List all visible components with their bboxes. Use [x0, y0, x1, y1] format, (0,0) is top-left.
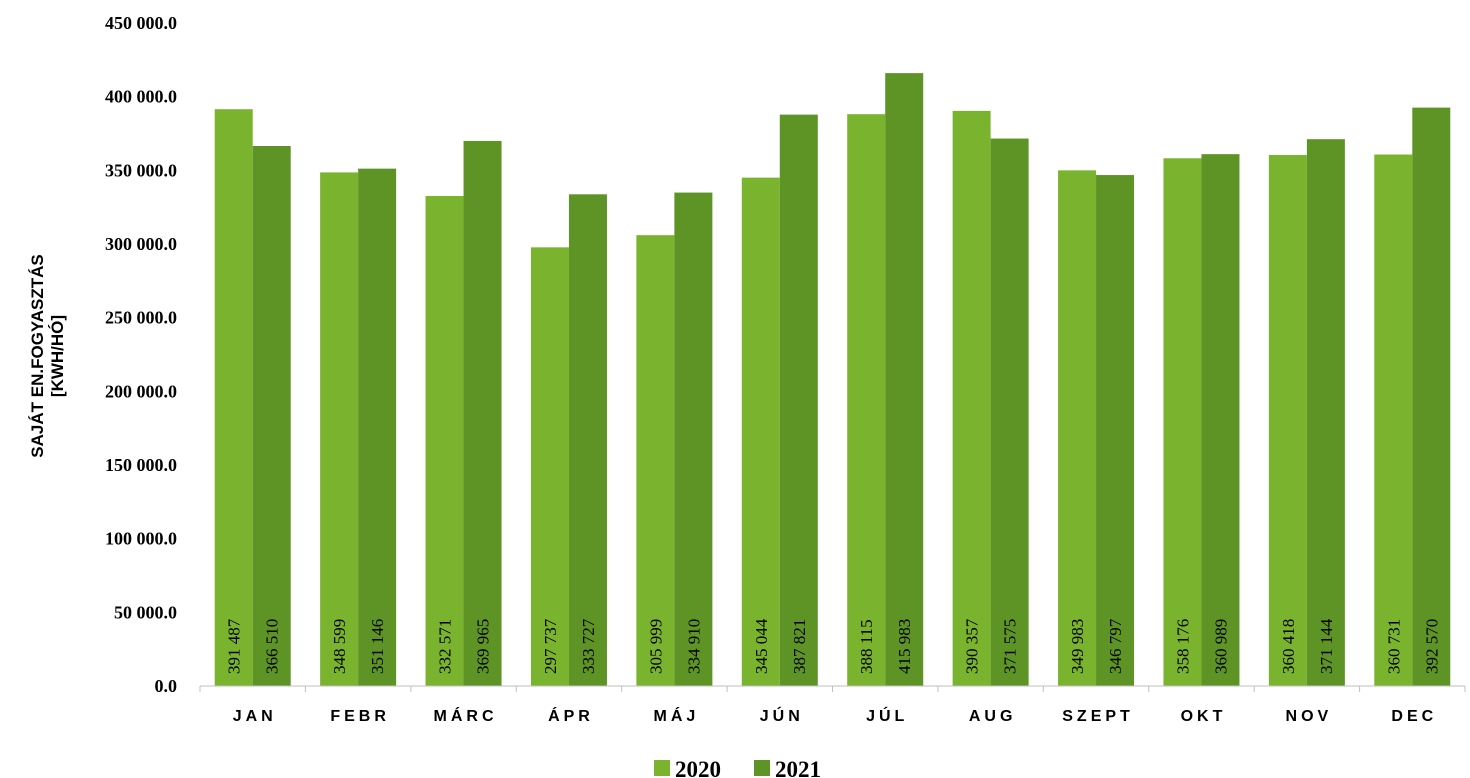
- bar-2020-febr: [320, 172, 359, 687]
- y-tick-label: 0.0: [155, 676, 178, 696]
- bar-2020-márc: [425, 196, 464, 686]
- bar-2020-máj: [636, 235, 675, 686]
- data-label-2021-dec: 392 570: [1422, 619, 1441, 674]
- data-label-2021-máj: 334 910: [684, 619, 703, 674]
- y-tick-label: 300 000.0: [105, 234, 177, 254]
- data-label-2020-dec: 360 731: [1384, 619, 1403, 674]
- x-tick-label: ÁPR: [548, 706, 594, 725]
- data-label-2021-jan: 366 510: [263, 619, 282, 674]
- bar-2021-jún: [779, 114, 818, 686]
- legend-swatch-2020: [654, 760, 670, 776]
- bar-2021-dec: [1412, 107, 1451, 687]
- legend-label-2020: 2020: [675, 757, 721, 778]
- y-axis-ticks: 0.0 50 000.0 100 000.0 150 000.0 200 000.0 25…: [105, 13, 177, 696]
- bar-2021-szept: [1096, 175, 1135, 686]
- bar-2021-ápr: [568, 194, 607, 686]
- x-axis: JAN FEBR MÁRC ÁPR MÁJ JÚN JÚL AUG SZEPT OKT NOV DEC: [199, 685, 1466, 725]
- y-axis-title-line-1: SAJÁT EN.FOGYASZTÁS: [28, 254, 47, 457]
- bar-2021-febr: [358, 168, 397, 686]
- y-tick-label: 200 000.0: [105, 381, 177, 401]
- bar-2020-okt: [1163, 158, 1202, 686]
- bar-2021-okt: [1201, 154, 1240, 686]
- bar-2021-márc: [463, 140, 502, 687]
- data-label-2020-okt: 358 176: [1173, 619, 1192, 674]
- x-tick-label: FEBR: [330, 708, 390, 725]
- bar-2020-szept: [1058, 170, 1097, 686]
- legend-label-2021: 2021: [775, 757, 821, 778]
- x-tick-label: OKT: [1181, 708, 1227, 725]
- data-label-2020-szept: 349 983: [1068, 619, 1087, 674]
- data-label-2020-nov: 360 418: [1279, 619, 1298, 674]
- data-label-2021-febr: 351 146: [368, 619, 387, 674]
- x-tick-label: SZEPT: [1062, 708, 1134, 725]
- x-tick-label: DEC: [1391, 708, 1437, 725]
- x-tick-label: JAN: [233, 708, 277, 725]
- x-tick-label: JÚL: [866, 706, 908, 725]
- data-label-2020-jún: 345 044: [752, 618, 771, 674]
- bar-2020-júl: [847, 114, 886, 686]
- y-tick-label: 250 000.0: [105, 308, 177, 328]
- bar-2021-nov: [1306, 139, 1345, 687]
- x-tick-label: AUG: [969, 708, 1017, 725]
- legend: 2020 2021: [654, 757, 821, 778]
- data-label-2021-márc: 369 965: [474, 619, 493, 674]
- data-label-2020-máj: 305 999: [646, 619, 665, 674]
- data-label-2021-ápr: 333 727: [579, 618, 598, 674]
- y-tick-label: 150 000.0: [105, 455, 177, 475]
- y-tick-label: 50 000.0: [114, 602, 177, 622]
- bar-2021-máj: [674, 192, 713, 687]
- y-axis-title-line-2: [KWH/HÓ]: [48, 315, 67, 397]
- data-label-2020-ápr: 297 737: [541, 618, 560, 674]
- bars: 391 487 366 510 348 599 351 146 332 571 369 9…: [214, 73, 1451, 687]
- data-label-2021-nov: 371 144: [1317, 618, 1336, 674]
- data-label-2021-aug: 371 575: [1001, 619, 1020, 674]
- y-tick-label: 350 000.0: [105, 160, 177, 180]
- x-tick-label: MÁRC: [434, 706, 498, 725]
- data-label-2021-jún: 387 821: [790, 619, 809, 674]
- data-label-2021-okt: 360 989: [1211, 619, 1230, 674]
- data-label-2021-júl: 415 983: [895, 619, 914, 674]
- bar-2020-ápr: [530, 247, 569, 686]
- data-label-2020-febr: 348 599: [330, 619, 349, 674]
- x-tick-label: JÚN: [760, 706, 804, 725]
- bar-2021-jan: [252, 146, 291, 686]
- bar-2020-jún: [741, 177, 780, 686]
- x-tick-label: MÁJ: [653, 706, 699, 725]
- data-label-2020-jan: 391 487: [225, 618, 244, 674]
- x-tick-label: NOV: [1286, 708, 1333, 725]
- y-tick-label: 450 000.0: [105, 13, 177, 33]
- y-tick-label: 400 000.0: [105, 87, 177, 107]
- data-label-2020-júl: 388 115: [857, 619, 876, 674]
- bar-2021-aug: [990, 138, 1029, 687]
- y-tick-label: 100 000.0: [105, 529, 177, 549]
- y-axis-title: SAJÁT EN.FOGYASZTÁS [KWH/HÓ]: [28, 254, 67, 457]
- data-label-2021-szept: 346 797: [1106, 618, 1125, 674]
- data-label-2020-aug: 390 357: [963, 618, 982, 674]
- legend-swatch-2021: [754, 760, 770, 776]
- bar-2020-dec: [1374, 154, 1413, 686]
- bar-2020-nov: [1268, 154, 1307, 687]
- data-label-2020-márc: 332 571: [436, 619, 455, 674]
- bar-2021-júl: [885, 73, 924, 686]
- bar-2020-aug: [952, 110, 991, 686]
- bar-2020-jan: [214, 109, 253, 686]
